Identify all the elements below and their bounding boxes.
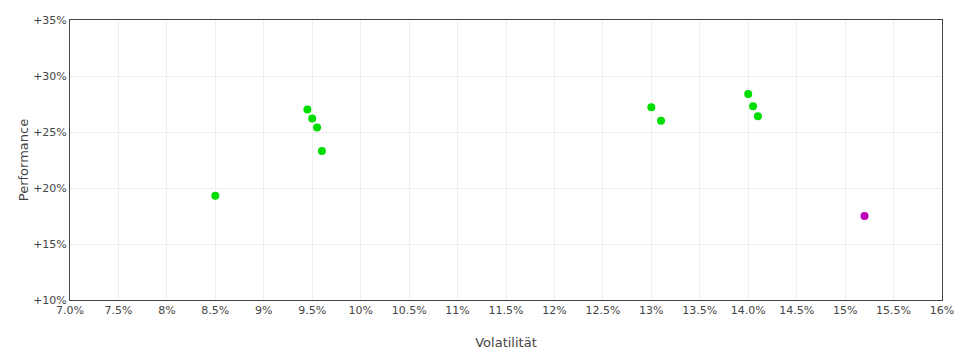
svg-text:12.5%: 12.5% [585,304,620,317]
svg-text:Volatilität: Volatilität [475,335,537,350]
svg-text:+25%: +25% [33,126,67,139]
svg-text:+15%: +15% [33,238,67,251]
svg-text:14.5%: 14.5% [779,304,814,317]
svg-text:11.5%: 11.5% [489,304,524,317]
svg-text:9.5%: 9.5% [298,304,326,317]
svg-text:11%: 11% [445,304,469,317]
svg-text:7.0%: 7.0% [56,304,84,317]
svg-text:+10%: +10% [33,294,67,307]
svg-text:7.5%: 7.5% [104,304,132,317]
svg-text:+20%: +20% [33,182,67,195]
svg-text:9%: 9% [255,304,272,317]
svg-text:15.5%: 15.5% [876,304,911,317]
svg-text:14.0%: 14.0% [731,304,766,317]
svg-text:13.5%: 13.5% [682,304,717,317]
svg-text:10.5%: 10.5% [392,304,427,317]
svg-text:Performance: Performance [16,119,31,201]
svg-text:16%: 16% [930,304,954,317]
svg-text:12%: 12% [542,304,566,317]
svg-text:+30%: +30% [33,70,67,83]
svg-text:+35%: +35% [33,14,67,27]
svg-text:10%: 10% [348,304,372,317]
svg-text:8.5%: 8.5% [201,304,229,317]
svg-text:13%: 13% [639,304,663,317]
svg-text:8%: 8% [158,304,175,317]
svg-text:15%: 15% [833,304,857,317]
